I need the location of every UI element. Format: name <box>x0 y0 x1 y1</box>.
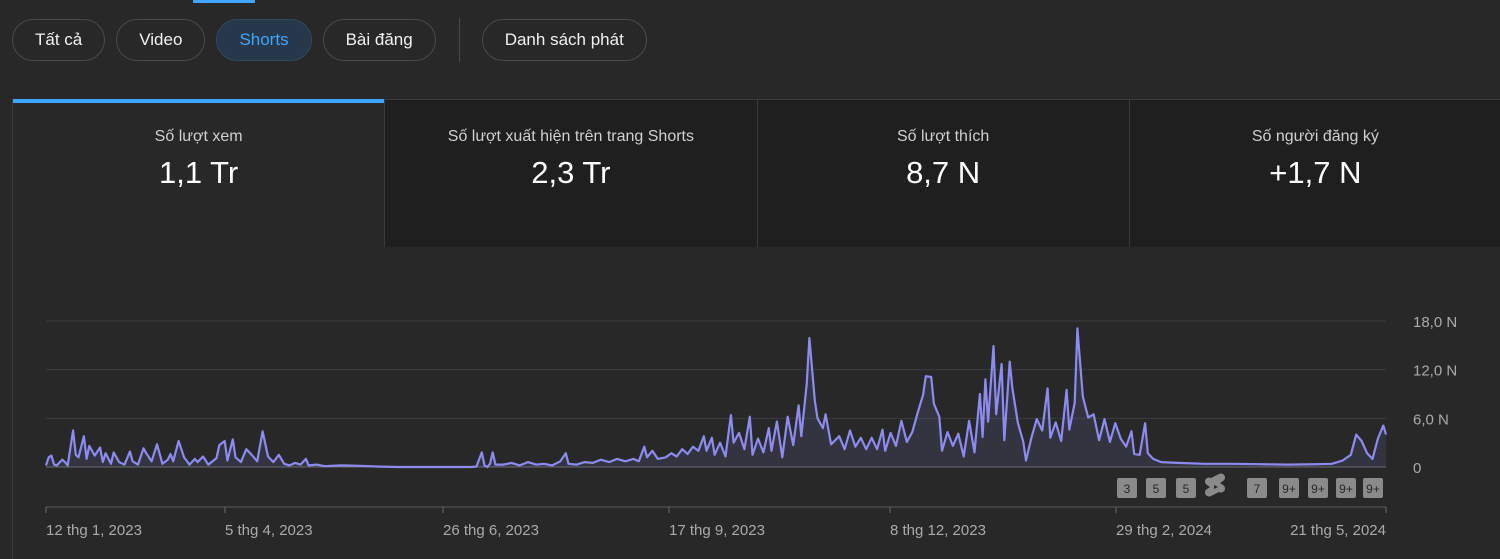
metric-value: 8,7 N <box>906 155 981 190</box>
metric-value: +1,7 N <box>1269 155 1362 190</box>
y-tick-label: 12,0 N <box>1413 363 1457 380</box>
series-area <box>46 328 1386 467</box>
shorts-marker-play-icon <box>1214 485 1218 489</box>
upload-marker <box>1176 478 1196 498</box>
top-accent-bar <box>193 0 255 3</box>
tab-all[interactable]: Tất cả <box>12 19 106 61</box>
x-tick-label: 17 thg 9, 2023 <box>669 522 765 539</box>
x-tick-label: 26 thg 6, 2023 <box>443 522 539 539</box>
shorts-marker-icon <box>1204 473 1226 497</box>
tab-posts[interactable]: Bài đăng <box>322 19 436 61</box>
tab-divider <box>458 18 460 62</box>
upload-marker-label: 9+ <box>1366 482 1380 496</box>
metric-value: 2,3 Tr <box>531 155 611 190</box>
upload-marker-label: 5 <box>1183 482 1190 496</box>
upload-marker <box>1363 478 1383 498</box>
metric-cards: Số lượt xem 1,1 Tr Số lượt xuất hiện trê… <box>13 99 1500 247</box>
metric-label: Số lượt xuất hiện trên trang Shorts <box>447 128 694 145</box>
metric-card-views[interactable]: Số lượt xem 1,1 Tr <box>13 99 385 247</box>
metric-card-shorts-impressions[interactable]: Số lượt xuất hiện trên trang Shorts 2,3 … <box>384 100 757 247</box>
tab-video-label: Video <box>139 30 183 49</box>
tab-video[interactable]: Video <box>116 19 206 61</box>
x-tick-label: 12 thg 1, 2023 <box>46 522 142 539</box>
tab-shorts[interactable]: Shorts <box>216 19 312 61</box>
metric-label: Số lượt thích <box>896 128 990 145</box>
tab-all-label: Tất cả <box>35 30 83 49</box>
upload-marker-label: 9+ <box>1282 482 1296 496</box>
metric-card-subscribers[interactable]: Số người đăng ký +1,7 N <box>1128 100 1500 247</box>
tab-playlists[interactable]: Danh sách phát <box>481 19 647 61</box>
upload-marker <box>1336 478 1356 498</box>
upload-marker-label: 3 <box>1124 482 1131 496</box>
upload-marker <box>1308 478 1328 498</box>
upload-marker <box>1146 478 1166 498</box>
x-tick-label: 8 thg 12, 2023 <box>890 522 986 539</box>
metric-label: Số người đăng ký <box>1251 128 1379 145</box>
content-type-tabs: Tất cả Video Shorts Bài đăng Danh sách p… <box>12 18 658 62</box>
tab-shorts-label: Shorts <box>239 30 289 49</box>
upload-marker-label: 7 <box>1254 482 1261 496</box>
series-line <box>44 327 1388 469</box>
upload-marker-label: 9+ <box>1339 482 1353 496</box>
upload-marker <box>1247 478 1267 498</box>
y-tick-label: 0 <box>1413 460 1421 477</box>
metric-label: Số lượt xem <box>154 128 243 145</box>
tab-posts-label: Bài đăng <box>345 30 413 49</box>
metric-card-likes[interactable]: Số lượt thích 8,7 N <box>756 100 1129 247</box>
x-tick-label: 5 thg 4, 2023 <box>225 522 313 539</box>
upload-marker-label: 5 <box>1153 482 1160 496</box>
metric-value: 1,1 Tr <box>158 155 239 190</box>
x-tick-label: 21 thg 5, 2024 <box>1290 522 1386 539</box>
y-tick-label: 6,0 N <box>1413 411 1449 428</box>
upload-marker <box>1117 478 1137 498</box>
y-tick-label: 18,0 N <box>1413 314 1457 331</box>
upload-marker-label: 9+ <box>1311 482 1325 496</box>
upload-marker <box>1279 478 1299 498</box>
x-tick-label: 29 thg 2, 2024 <box>1116 522 1212 539</box>
tab-playlists-label: Danh sách phát <box>504 30 624 49</box>
